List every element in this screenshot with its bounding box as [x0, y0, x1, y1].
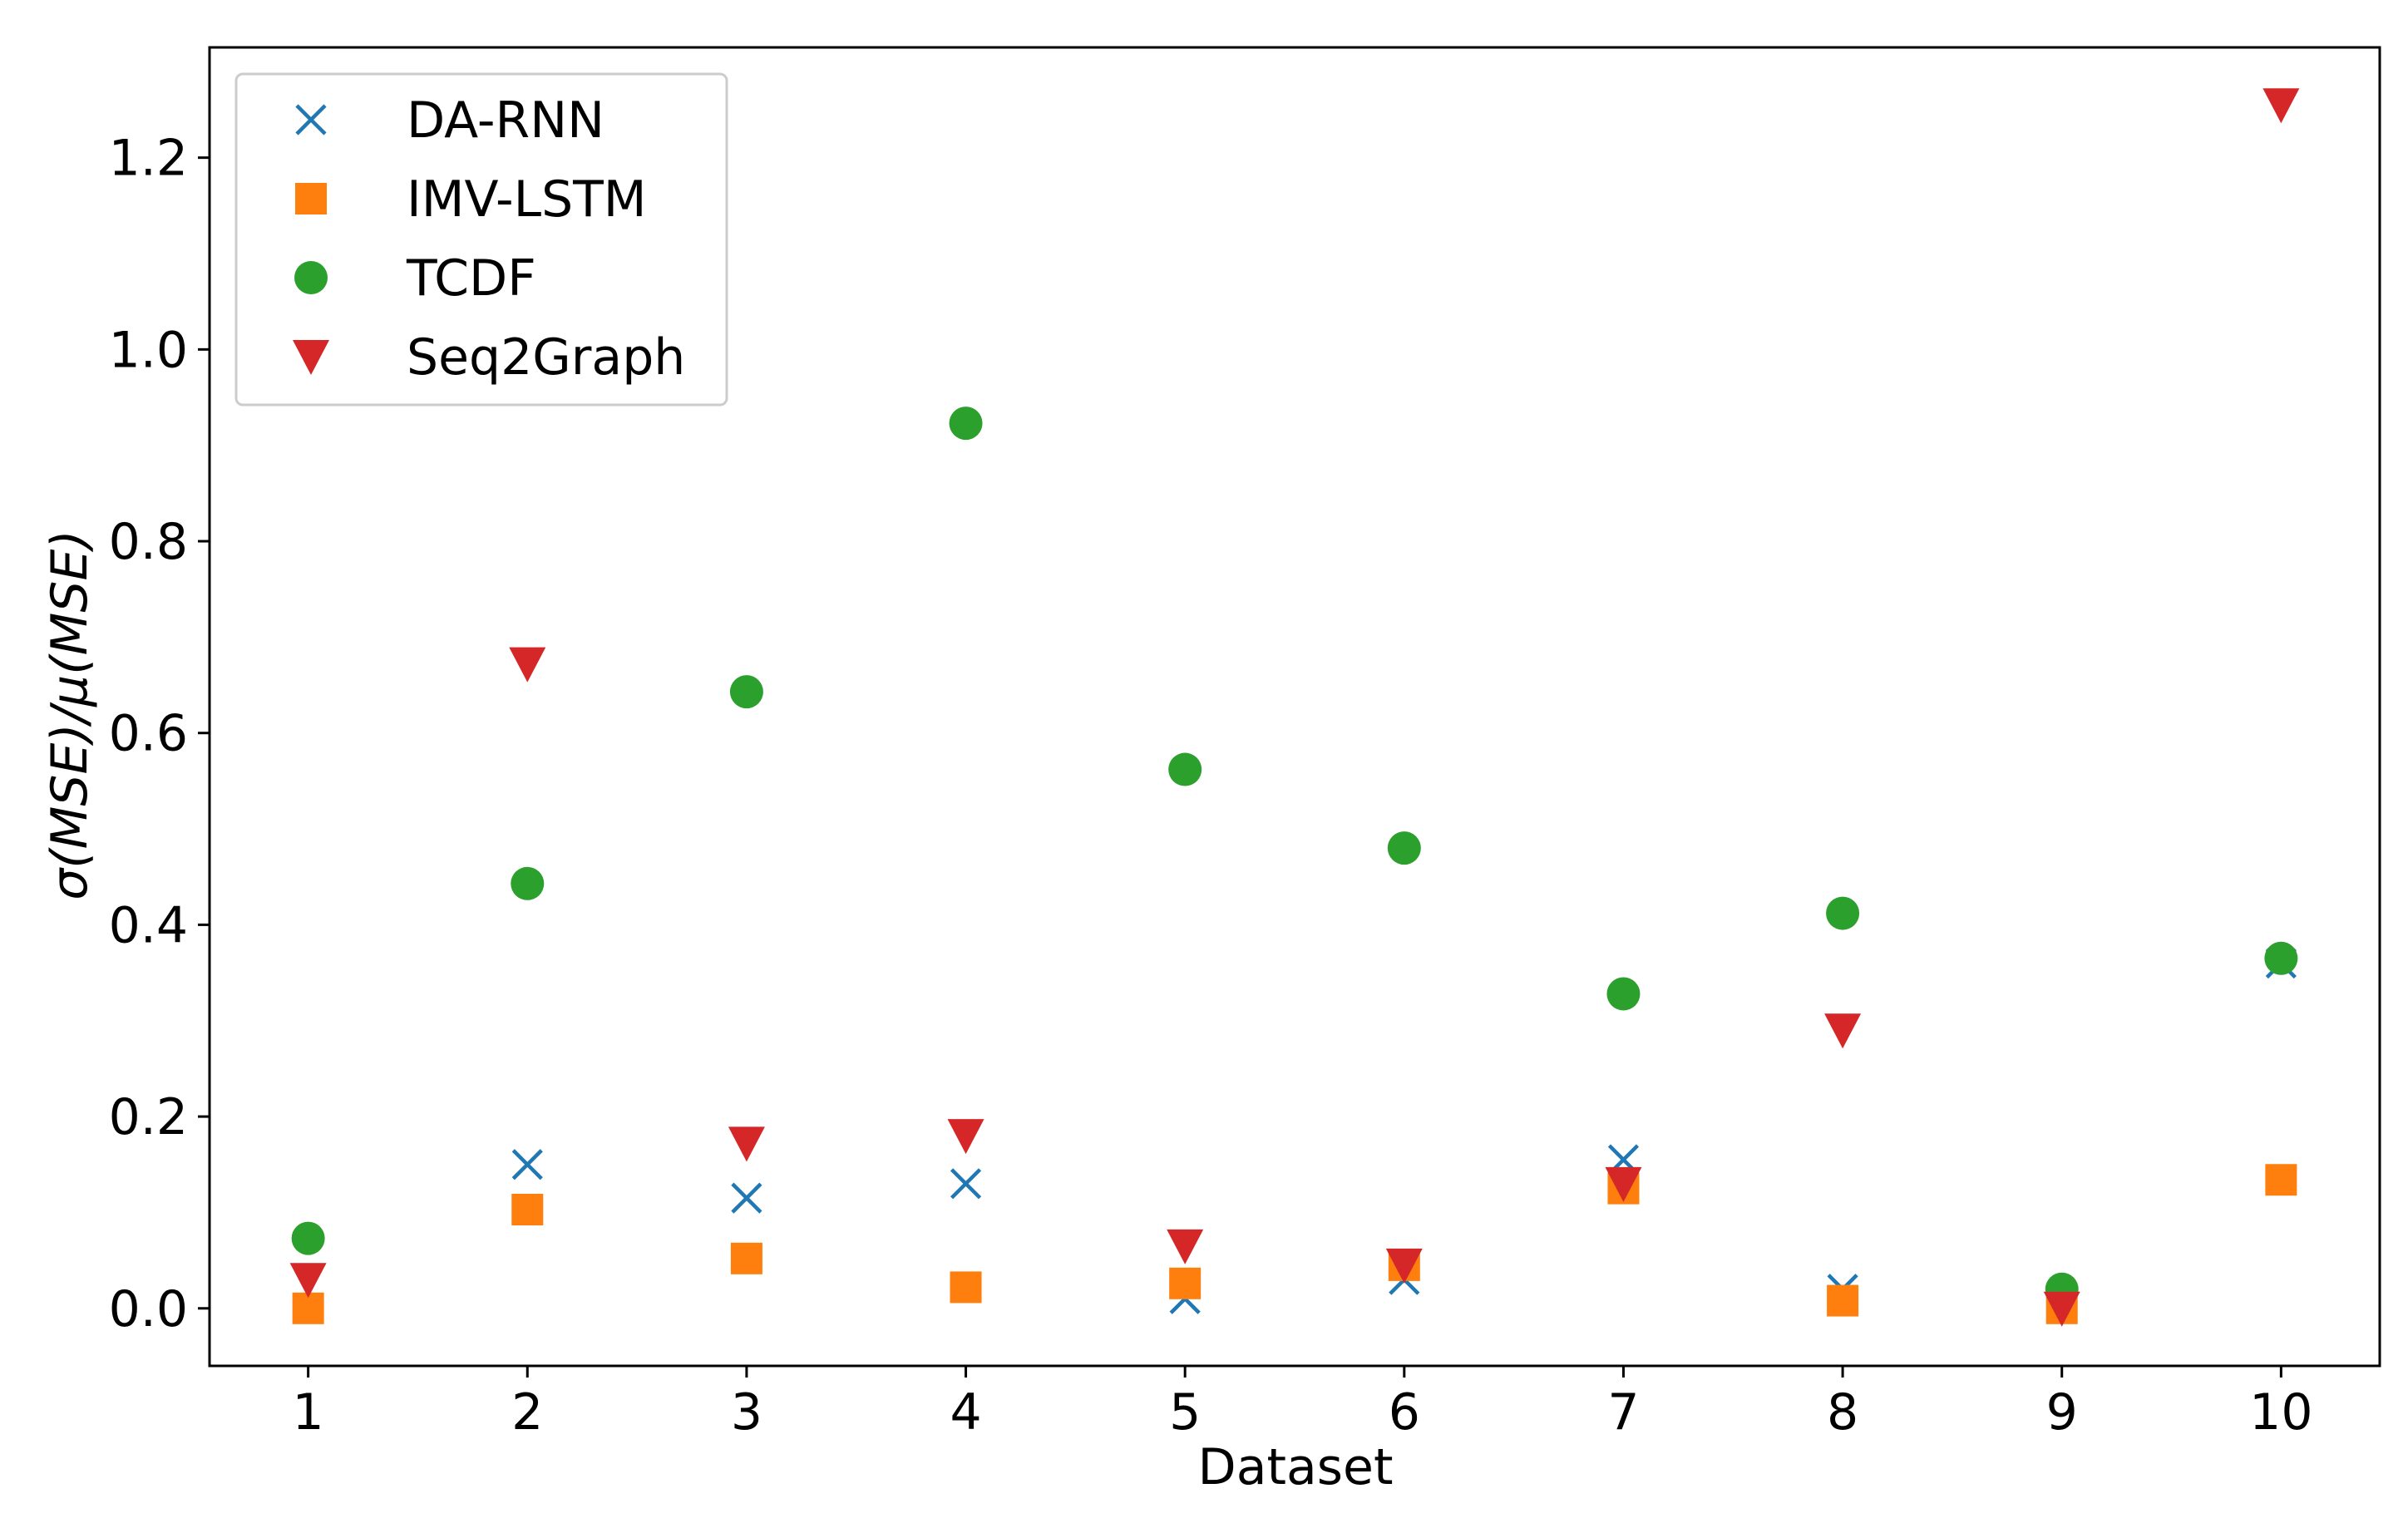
data-point-seq2graph	[1605, 1166, 1642, 1202]
data-point-tcdf	[291, 1221, 325, 1255]
legend-marker	[294, 261, 328, 294]
y-tick-label: 0.4	[109, 896, 188, 954]
data-point-seq2graph	[947, 1119, 984, 1155]
legend-label: Seq2Graph	[407, 328, 685, 387]
data-point-seq2graph	[2262, 88, 2300, 124]
data-point-tcdf	[949, 407, 983, 441]
data-point-seq2graph	[728, 1126, 765, 1162]
legend-label: DA-RNN	[407, 91, 604, 150]
data-point-seq2graph	[2043, 1291, 2080, 1327]
legend-marker	[295, 104, 327, 136]
y-tick-label: 0.2	[109, 1088, 188, 1146]
y-tick-label: 0.0	[109, 1280, 188, 1338]
legend-label: TCDF	[406, 249, 536, 308]
data-point-da-rnn	[950, 1168, 982, 1200]
data-point-tcdf	[511, 866, 545, 900]
y-tick-label: 0.8	[109, 513, 188, 571]
x-tick-label: 1	[293, 1383, 324, 1442]
data-point-da-rnn	[731, 1182, 762, 1214]
data-point-tcdf	[1826, 896, 1860, 930]
axes: 1 2 3 4 5 6 7 8 9 10 0.0 0.2 0.4 0.6 0.8 1.0 1.2	[109, 46, 2381, 1442]
x-axis-label: Dataset	[1198, 1438, 1394, 1496]
data-point-imv-lstm	[950, 1271, 982, 1304]
x-marker-stroke	[950, 1168, 982, 1200]
series-tcdf	[291, 407, 2298, 1306]
legend-marker	[295, 183, 327, 214]
x-tick-label: 4	[950, 1383, 981, 1442]
series-seq2graph	[289, 88, 2300, 1327]
legend-entry-da-rnn: DA-RNN	[295, 91, 604, 150]
data-point-tcdf	[1387, 831, 1421, 865]
x-tick-label: 7	[1607, 1383, 1639, 1442]
data-point-imv-lstm	[1827, 1284, 1859, 1317]
series-imv-lstm	[292, 1164, 2297, 1324]
legend-marker	[293, 340, 329, 375]
legend-entry-tcdf: TCDF	[294, 249, 536, 308]
y-tick-label: 1.0	[109, 321, 188, 379]
data-point-seq2graph	[1385, 1248, 1423, 1284]
legend-entry-imv-lstm: IMV-LSTM	[295, 170, 647, 229]
legend-box	[234, 72, 728, 407]
x-tick-label: 6	[1389, 1383, 1420, 1442]
axes-frame	[208, 46, 2381, 1368]
x-tick-label: 10	[2249, 1383, 2312, 1442]
legend-label: IMV-LSTM	[407, 170, 647, 229]
series-da-rnn	[293, 947, 2297, 1324]
data-point-seq2graph	[509, 647, 546, 683]
data-point-tcdf	[729, 675, 763, 709]
x-tick-label: 9	[2046, 1383, 2078, 1442]
data-point-imv-lstm	[730, 1242, 762, 1274]
data-point-imv-lstm	[1169, 1267, 1202, 1299]
data-point-seq2graph	[289, 1263, 327, 1299]
data-point-tcdf	[1168, 752, 1202, 786]
data-point-imv-lstm	[511, 1193, 544, 1225]
y-tick-label: 1.2	[109, 130, 188, 188]
x-tick-label: 8	[1827, 1383, 1858, 1442]
plot-area	[289, 88, 2300, 1327]
x-tick-label: 5	[1169, 1383, 1201, 1442]
data-point-tcdf	[2264, 941, 2298, 975]
data-point-imv-lstm	[2265, 1164, 2297, 1196]
y-tick-label: 0.6	[109, 705, 188, 763]
x-tick-label: 3	[731, 1383, 762, 1442]
legend: DA-RNN IMV-LSTM TCDF Seq2Graph	[234, 72, 728, 407]
y-axis-label: σ(MSE)/μ(MSE)	[41, 530, 99, 900]
data-point-seq2graph	[1824, 1013, 1862, 1049]
data-point-seq2graph	[1167, 1229, 1204, 1264]
data-point-tcdf	[1606, 977, 1641, 1011]
legend-entry-seq2graph: Seq2Graph	[293, 328, 685, 387]
x-marker-stroke	[731, 1182, 762, 1214]
x-marker-stroke	[511, 1149, 543, 1180]
x-tick-label: 2	[511, 1383, 543, 1442]
data-point-da-rnn	[511, 1149, 543, 1180]
x-marker-stroke	[295, 104, 327, 136]
